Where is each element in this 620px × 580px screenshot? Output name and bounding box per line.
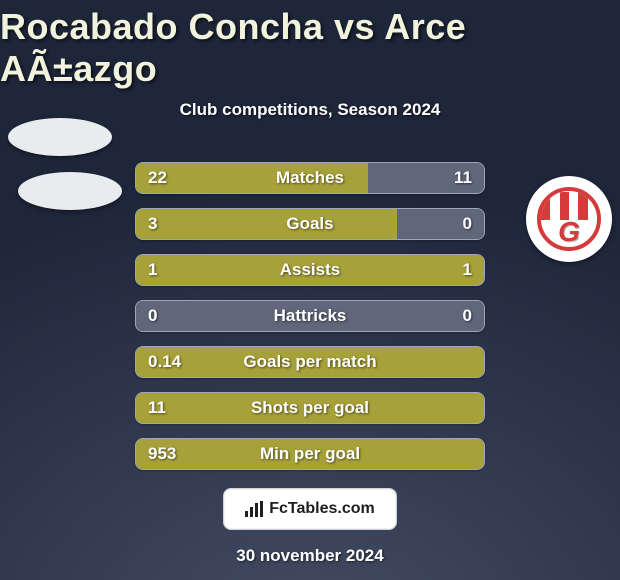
stat-label: Assists (136, 260, 484, 280)
content-root: Rocabado Concha vs Arce AÃ±azgo Club com… (0, 0, 620, 580)
stat-label: Min per goal (136, 444, 484, 464)
stat-row: 1Assists1 (135, 254, 485, 286)
stat-row: 0.14Goals per match (135, 346, 485, 378)
stat-label: Goals (136, 214, 484, 234)
stat-row: 3Goals0 (135, 208, 485, 240)
stat-row: 0Hattricks0 (135, 300, 485, 332)
stat-label: Matches (136, 168, 484, 188)
stat-label: Shots per goal (136, 398, 484, 418)
stats-area: 22Matches11 3Goals0 1Assists1 0Hattricks0 0.… (0, 162, 620, 470)
brand-badge: FcTables.com (223, 488, 397, 530)
stat-label: Goals per match (136, 352, 484, 372)
page-subtitle: Club competitions, Season 2024 (180, 100, 441, 120)
footer-date: 30 november 2024 (236, 546, 383, 566)
stat-row: 22Matches11 (135, 162, 485, 194)
bars-icon (245, 501, 263, 517)
brand-text: FcTables.com (269, 500, 375, 518)
player-left-badge-1 (8, 118, 112, 156)
stat-row: 953Min per goal (135, 438, 485, 470)
page-title: Rocabado Concha vs Arce AÃ±azgo (0, 6, 620, 90)
stat-row: 11Shots per goal (135, 392, 485, 424)
stat-label: Hattricks (136, 306, 484, 326)
